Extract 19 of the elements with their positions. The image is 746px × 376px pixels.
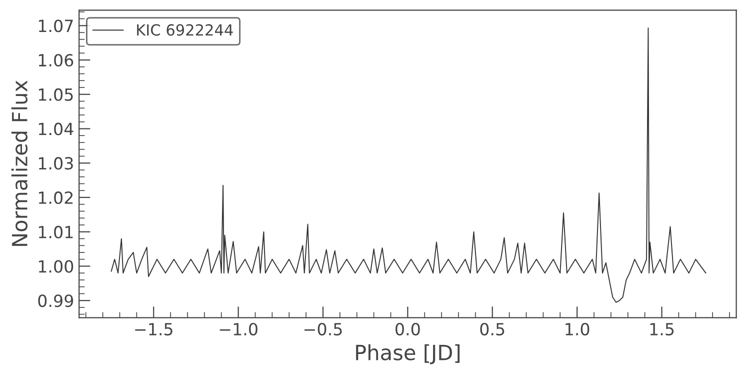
x-tick-label: 0.0 (396, 322, 420, 336)
y-tick-label: 1.03 (38, 157, 73, 170)
y-axis-title: Normalized Flux (11, 80, 28, 246)
x-tick-label: −1.5 (135, 323, 172, 336)
x-tick-label: 1.0 (566, 322, 590, 336)
y-tick-label: 1.01 (38, 226, 73, 238)
x-tick-label: −0.5 (304, 322, 342, 336)
legend-label: KIC 6922244 (137, 24, 233, 36)
y-tick-label: 1.05 (38, 88, 73, 101)
y-tick-label: 1.07 (38, 20, 73, 32)
y-tick-label: 0.99 (38, 294, 74, 308)
x-tick-label: 1.5 (650, 323, 674, 336)
y-tick-label: 1.00 (38, 260, 74, 273)
y-tick-label: 1.04 (38, 122, 74, 136)
y-tick-label: 1.02 (38, 191, 73, 204)
x-tick-label: 0.5 (480, 322, 504, 336)
x-tick-label: −1.0 (220, 322, 258, 336)
x-axis-title: Phase [JD] (356, 344, 460, 364)
y-tick-label: 1.06 (38, 54, 74, 67)
